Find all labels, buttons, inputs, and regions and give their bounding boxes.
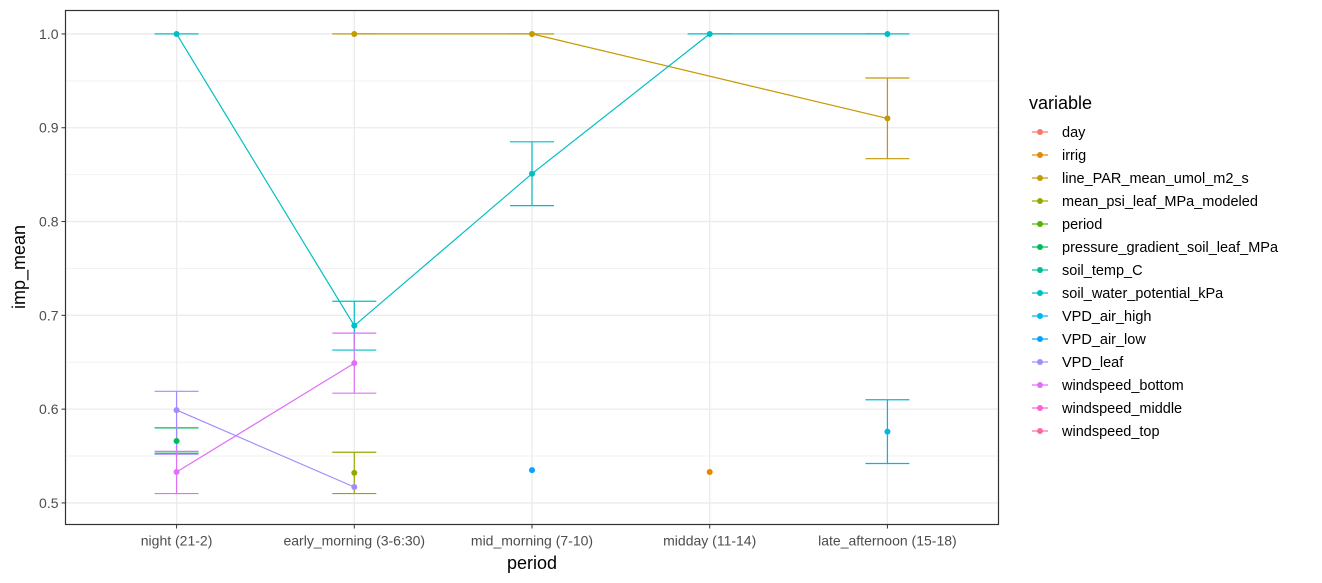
legend-item: VPD_leaf	[1032, 355, 1124, 371]
legend-label: irrig	[1062, 148, 1086, 164]
legend-label: line_PAR_mean_umol_m2_s	[1062, 171, 1249, 187]
series-line	[176, 409, 355, 488]
legend-key-point	[1037, 382, 1043, 388]
legend-item: day	[1032, 125, 1086, 141]
legend-item: soil_temp_C	[1032, 263, 1143, 279]
legend-label: mean_psi_leaf_MPa_modeled	[1062, 194, 1258, 210]
x-tick-label: late_afternoon (15-18)	[818, 533, 957, 549]
legend-item: soil_water_potential_kPa	[1032, 286, 1224, 302]
data-point	[706, 30, 713, 37]
legend-key-point	[1037, 313, 1043, 319]
legend-item: mean_psi_leaf_MPa_modeled	[1032, 194, 1258, 210]
legend-key-point	[1037, 175, 1043, 181]
x-tick-label: mid_morning (7-10)	[471, 533, 593, 549]
legend-label: VPD_air_high	[1062, 309, 1151, 325]
data-point	[529, 467, 535, 474]
y-axis: 0.5 0.6 0.7 0.8 0.9 1.0	[39, 26, 66, 511]
legend-label: day	[1062, 125, 1086, 141]
legend-item: period	[1032, 217, 1102, 233]
y-axis-title: imp_mean	[9, 225, 30, 309]
data-point	[173, 30, 180, 37]
data-point	[884, 30, 891, 37]
y-tick-label: 0.9	[39, 120, 59, 136]
grid	[65, 10, 999, 525]
data-point	[173, 468, 180, 475]
data-point	[173, 407, 180, 414]
legend-label: period	[1062, 217, 1102, 233]
legend: variable day irrig line_PAR_mean_umol_m2_s…	[1029, 93, 1279, 440]
data-point	[529, 30, 535, 37]
legend-key-point	[1037, 221, 1043, 227]
legend-label: VPD_leaf	[1062, 355, 1124, 371]
chart-marks	[154, 30, 910, 495]
x-axis-title: period	[507, 553, 557, 573]
data-point	[706, 468, 713, 475]
legend-item: windspeed_top	[1032, 424, 1160, 440]
data-point	[884, 115, 891, 122]
legend-key-point	[1037, 129, 1043, 135]
legend-key-point	[1037, 428, 1043, 434]
legend-title: variable	[1029, 93, 1092, 113]
legend-item: windspeed_bottom	[1032, 378, 1184, 394]
series-line	[176, 362, 355, 473]
data-point	[884, 428, 891, 435]
legend-label: windspeed_bottom	[1061, 378, 1184, 394]
data-point	[351, 30, 358, 37]
data-point	[173, 438, 180, 445]
legend-label: windspeed_top	[1061, 424, 1160, 440]
legend-item: windspeed_middle	[1032, 401, 1182, 417]
legend-key-point	[1037, 267, 1043, 273]
x-tick-label: midday (11-14)	[663, 533, 756, 549]
legend-item: pressure_gradient_soil_leaf_MPa	[1032, 240, 1279, 256]
x-axis: night (21-2) early_morning (3-6:30) mid_mo…	[141, 524, 957, 549]
y-tick-label: 1.0	[39, 26, 59, 42]
y-tick-label: 0.8	[39, 214, 59, 230]
legend-key-point	[1037, 198, 1043, 204]
data-point	[351, 469, 358, 476]
data-point	[529, 170, 535, 177]
data-point	[351, 483, 358, 490]
y-tick-label: 0.7	[39, 307, 59, 323]
legend-key-point	[1037, 405, 1043, 411]
legend-label: VPD_air_low	[1062, 332, 1146, 348]
legend-key-point	[1037, 244, 1043, 250]
legend-label: soil_temp_C	[1062, 263, 1143, 279]
y-tick-label: 0.6	[39, 401, 59, 417]
legend-key-point	[1037, 359, 1043, 365]
data-point	[351, 360, 358, 367]
legend-label: pressure_gradient_soil_leaf_MPa	[1062, 240, 1279, 256]
legend-item: irrig	[1032, 148, 1086, 164]
legend-key-point	[1037, 336, 1043, 342]
legend-key-point	[1037, 152, 1043, 158]
x-tick-label: early_morning (3-6:30)	[283, 533, 425, 549]
x-tick-label: night (21-2)	[141, 533, 213, 549]
series-line	[354, 33, 888, 119]
legend-item: line_PAR_mean_umol_m2_s	[1032, 171, 1249, 187]
legend-item: VPD_air_low	[1032, 332, 1146, 348]
legend-label: windspeed_middle	[1061, 401, 1182, 417]
y-tick-label: 0.5	[39, 495, 59, 511]
legend-key-point	[1037, 290, 1043, 296]
legend-label: soil_water_potential_kPa	[1062, 286, 1224, 302]
legend-item: VPD_air_high	[1032, 309, 1151, 325]
data-point	[351, 322, 358, 329]
